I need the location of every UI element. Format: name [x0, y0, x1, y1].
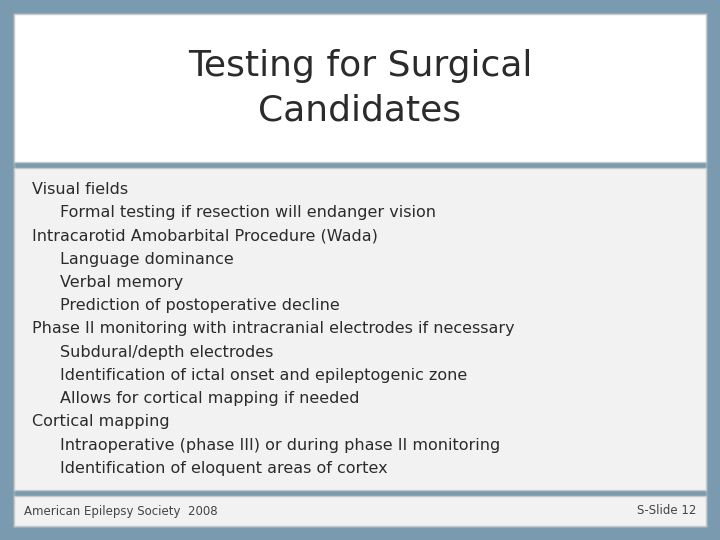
- Text: Intracarotid Amobarbital Procedure (Wada): Intracarotid Amobarbital Procedure (Wada…: [32, 228, 378, 244]
- Text: Phase II monitoring with intracranial electrodes if necessary: Phase II monitoring with intracranial el…: [32, 321, 515, 336]
- Text: Visual fields: Visual fields: [32, 182, 128, 197]
- Text: Cortical mapping: Cortical mapping: [32, 414, 170, 429]
- Text: Verbal memory: Verbal memory: [60, 275, 184, 290]
- Text: Prediction of postoperative decline: Prediction of postoperative decline: [60, 298, 340, 313]
- FancyBboxPatch shape: [14, 14, 706, 526]
- Text: S-Slide 12: S-Slide 12: [636, 504, 696, 517]
- Text: Identification of eloquent areas of cortex: Identification of eloquent areas of cort…: [60, 461, 387, 476]
- Text: Intraoperative (phase III) or during phase II monitoring: Intraoperative (phase III) or during pha…: [60, 437, 500, 453]
- Text: Subdural/depth electrodes: Subdural/depth electrodes: [60, 345, 274, 360]
- Text: Formal testing if resection will endanger vision: Formal testing if resection will endange…: [60, 205, 436, 220]
- Text: Testing for Surgical
Candidates: Testing for Surgical Candidates: [188, 49, 532, 127]
- Text: Allows for cortical mapping if needed: Allows for cortical mapping if needed: [60, 391, 359, 406]
- Text: Identification of ictal onset and epileptogenic zone: Identification of ictal onset and epilep…: [60, 368, 467, 383]
- FancyBboxPatch shape: [14, 14, 706, 162]
- Text: American Epilepsy Society  2008: American Epilepsy Society 2008: [24, 504, 217, 517]
- FancyBboxPatch shape: [14, 496, 706, 526]
- Text: Language dominance: Language dominance: [60, 252, 234, 267]
- FancyBboxPatch shape: [14, 168, 706, 490]
